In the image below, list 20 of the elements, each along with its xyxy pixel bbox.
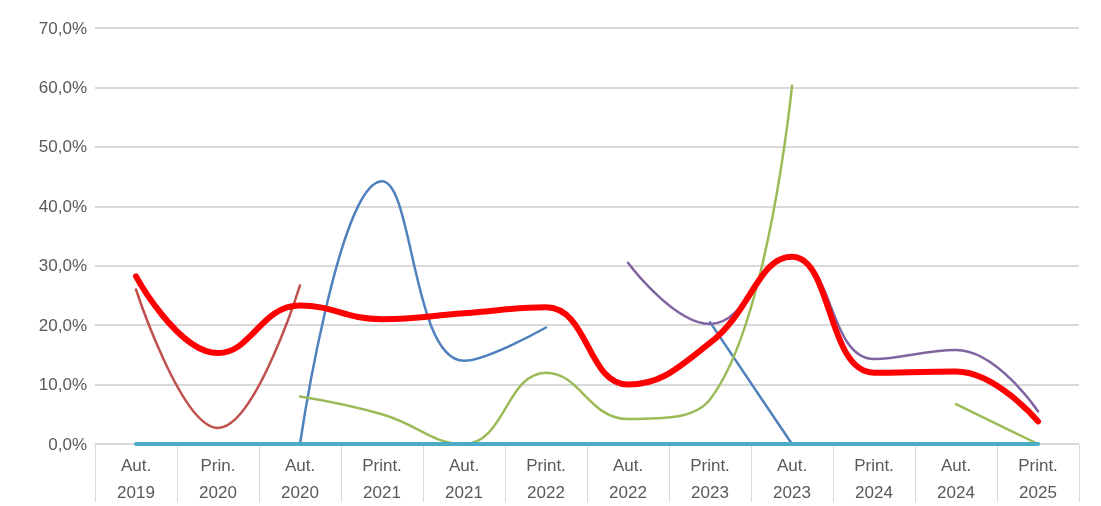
- y-tick-label: 60,0%: [38, 77, 87, 97]
- y-tick-label: 50,0%: [38, 137, 87, 157]
- y-tick-label: 0,0%: [48, 434, 87, 454]
- x-tick-label: Aut. 2021: [445, 456, 483, 502]
- y-tick-label: 10,0%: [38, 375, 87, 395]
- x-tick-label: Print. 2023: [690, 456, 730, 502]
- x-tick-label: Aut. 2022: [609, 456, 647, 502]
- x-tick-label: Aut. 2023: [773, 456, 811, 502]
- x-tick-label: Prin. 2020: [199, 456, 237, 502]
- x-tick-label: Print. 2021: [362, 456, 402, 502]
- x-tick-label: Print. 2025: [1018, 456, 1058, 502]
- x-tick-label: Aut. 2020: [281, 456, 319, 502]
- x-tick-label: Print. 2024: [854, 456, 894, 502]
- y-tick-label: 20,0%: [38, 315, 87, 335]
- x-tick-label: Aut. 2019: [117, 456, 155, 502]
- y-tick-label: 40,0%: [38, 196, 87, 216]
- x-tick-label: Print. 2022: [526, 456, 566, 502]
- y-tick-label: 70,0%: [38, 18, 87, 38]
- x-tick-label: Aut. 2024: [937, 456, 975, 502]
- y-tick-label: 30,0%: [38, 256, 87, 276]
